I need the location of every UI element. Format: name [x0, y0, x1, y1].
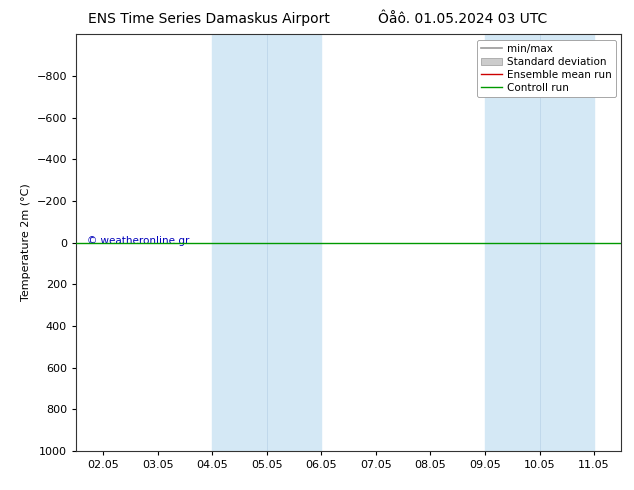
Text: ENS Time Series Damaskus Airport: ENS Time Series Damaskus Airport — [88, 12, 330, 26]
Text: © weatheronline.gr: © weatheronline.gr — [87, 236, 190, 246]
Y-axis label: Temperature 2m (°C): Temperature 2m (°C) — [21, 184, 31, 301]
Bar — [485, 34, 594, 451]
Legend: min/max, Standard deviation, Ensemble mean run, Controll run: min/max, Standard deviation, Ensemble me… — [477, 40, 616, 97]
Text: Ôåô. 01.05.2024 03 UTC: Ôåô. 01.05.2024 03 UTC — [378, 12, 547, 26]
Bar — [212, 34, 321, 451]
